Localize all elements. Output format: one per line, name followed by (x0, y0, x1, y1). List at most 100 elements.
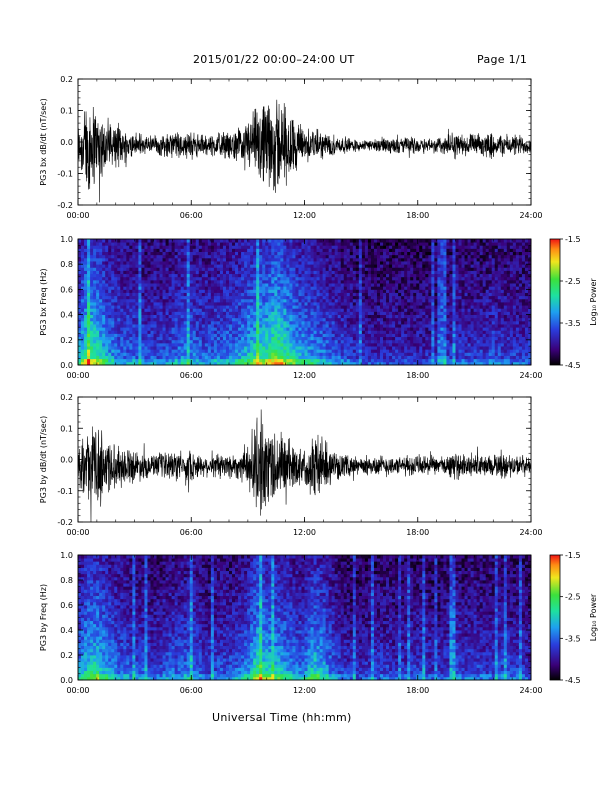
spectrogram-cell (301, 276, 305, 281)
spectrogram-cell (389, 320, 393, 325)
spectrogram-cell (183, 346, 188, 350)
spectrogram-cell (210, 327, 215, 331)
spectrogram-cell (376, 355, 381, 360)
spectrogram-cell (114, 305, 118, 309)
spectrogram-cell (150, 270, 154, 275)
spectrogram-cell (410, 245, 414, 249)
spectrogram-cell (431, 346, 435, 350)
spectrogram-cell (129, 276, 133, 281)
spectrogram-cell (147, 267, 151, 271)
spectrogram-cell (87, 355, 91, 360)
spectrogram-cell (328, 270, 333, 275)
spectrogram-cell (310, 239, 314, 243)
spectrogram-cell (413, 295, 417, 300)
spectrogram-cell (93, 314, 97, 319)
spectrogram-cell (274, 276, 278, 281)
spectrogram-cell (132, 324, 136, 328)
spectrogram-cell (431, 339, 435, 344)
spectrogram-cell (177, 276, 182, 281)
spectrogram-cell (376, 317, 381, 322)
spectrogram-cell (114, 248, 118, 252)
spectrogram-cell (210, 339, 215, 344)
spectrogram-cell (416, 273, 420, 278)
spectrogram-cell (280, 245, 284, 249)
spectrogram-cell (138, 283, 142, 287)
spectrogram-cell (141, 267, 145, 271)
spectrogram-cell (253, 264, 257, 268)
spectrogram-cell (352, 327, 357, 331)
spectrogram-cell (313, 355, 317, 360)
spectrogram-cell (195, 267, 200, 271)
spectrogram-cell (361, 286, 366, 290)
spectrogram-cell (440, 261, 444, 265)
spectrogram-cell (325, 270, 330, 275)
spectrogram-cell (144, 330, 148, 334)
spectrogram-cell (244, 239, 248, 243)
spectrogram-cell (337, 283, 342, 287)
spectrogram-cell (225, 283, 230, 287)
spectrogram-cell (99, 257, 103, 262)
spectrogram-cell (153, 264, 157, 268)
spectrogram-cell (247, 289, 251, 293)
spectrogram-cell (84, 273, 88, 278)
spectrogram-cell (313, 311, 317, 315)
spectrogram-cell (114, 324, 118, 328)
spectrogram-cell (135, 317, 139, 322)
spectrogram-cell (241, 308, 245, 312)
spectrogram-cell (331, 324, 336, 328)
spectrogram-cell (376, 283, 381, 287)
spectrogram-cell (334, 336, 339, 341)
spectrogram-cell (247, 320, 251, 325)
spectrogram-cell (244, 248, 248, 252)
spectrogram-cell (198, 305, 203, 309)
spectrogram-cell (219, 257, 224, 262)
spectrogram-cell (180, 254, 185, 259)
spectrogram-cell (129, 283, 133, 287)
spectrogram-cell (422, 324, 426, 328)
spectrogram-cell (268, 242, 272, 246)
spectrogram-cell (165, 305, 169, 309)
spectrogram-cell (268, 336, 272, 341)
spectrogram-cell (204, 324, 209, 328)
spectrogram-cell (241, 251, 245, 256)
spectrogram-cell (198, 261, 203, 265)
spectrogram-cell (443, 279, 447, 284)
spectrogram-cell (292, 286, 296, 290)
spectrogram-cell (437, 264, 441, 268)
spectrogram-cell (271, 267, 275, 271)
spectrogram-cell (247, 257, 251, 262)
spectrogram-cell (376, 333, 381, 338)
spectrogram-cell (177, 339, 182, 344)
spectrogram-cell (437, 352, 441, 356)
spectrogram-cell (108, 330, 112, 334)
spectrogram-cell (301, 302, 305, 306)
spectrogram-cell (153, 352, 157, 356)
spectrogram-cell (93, 292, 97, 297)
spectrogram-cell (355, 355, 360, 360)
spectrogram-cell (183, 257, 188, 262)
spectrogram-cell (108, 254, 112, 259)
spectrogram-cell (117, 254, 121, 259)
spectrogram-cell (307, 330, 311, 334)
spectrogram-cell (268, 339, 272, 344)
spectrogram-cell (247, 264, 251, 268)
spectrogram-cell (367, 314, 372, 319)
spectrogram-cell (419, 330, 423, 334)
spectrogram-cell (310, 358, 314, 363)
spectrogram-cell (180, 358, 185, 363)
spectrogram-cell (219, 308, 224, 312)
spectrogram-cell (286, 283, 290, 287)
spectrogram-cell (114, 273, 118, 278)
spectrogram-cell (141, 257, 145, 262)
spectrogram-cell (93, 264, 97, 268)
spectrogram-cell (210, 276, 215, 281)
spectrogram-cell (135, 333, 139, 338)
spectrogram-cell (256, 327, 260, 331)
spectrogram-cell (232, 279, 236, 284)
spectrogram-cell (413, 320, 417, 325)
spectrogram-cell (138, 295, 142, 300)
spectrogram-cell (207, 355, 212, 360)
spectrogram-cell (331, 336, 336, 341)
spectrogram-cell (392, 242, 396, 246)
spectrogram-cell (440, 336, 444, 341)
